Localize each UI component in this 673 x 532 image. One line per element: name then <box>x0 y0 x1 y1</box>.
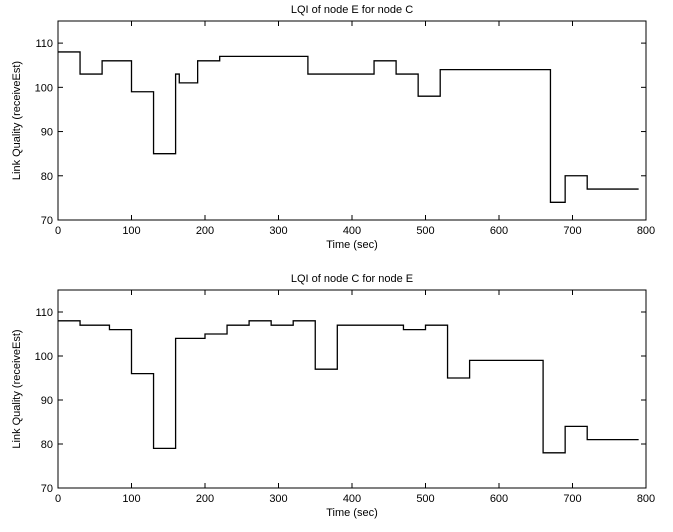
y-tick-label: 90 <box>41 127 53 139</box>
x-tick-label: 700 <box>563 493 581 505</box>
y-tick-label: 70 <box>41 483 53 495</box>
series-line <box>58 320 639 454</box>
y-tick-label: 110 <box>35 38 53 50</box>
y-tick-label: 70 <box>41 215 53 227</box>
y-axis-label: Link Quality (receiveEst) <box>11 329 23 448</box>
chart-panel-top: 0 100 200 300 400 500 600 700 800 70 80 90 100 110 LQI… <box>11 4 655 251</box>
x-tick-label: 100 <box>122 493 140 505</box>
x-tick-label: 400 <box>343 493 361 505</box>
x-axis-label: Time (sec) <box>326 239 378 251</box>
chart-title: LQI of node E for node C <box>291 4 413 16</box>
x-tick-label: 800 <box>637 225 655 237</box>
series-line <box>58 51 639 203</box>
chart-panel-bottom: 0 100 200 300 400 500 600 700 800 70 80 90 100 110 LQI… <box>11 273 655 519</box>
x-tick-label: 0 <box>55 493 61 505</box>
y-tick-label: 80 <box>41 171 53 183</box>
x-tick-label: 600 <box>490 225 508 237</box>
x-tick-label: 0 <box>55 225 61 237</box>
plot-area-frame <box>57 20 647 221</box>
x-tick-label: 500 <box>416 225 434 237</box>
x-axis-label: Time (sec) <box>326 507 378 519</box>
x-tick-label: 200 <box>196 225 214 237</box>
y-tick-label: 80 <box>41 439 53 451</box>
y-tick-label: 90 <box>41 395 53 407</box>
x-tick-label: 200 <box>196 493 214 505</box>
chart-title: LQI of node C for node E <box>291 273 413 285</box>
plot-area-frame <box>57 289 647 489</box>
x-tick-label: 500 <box>416 493 434 505</box>
y-tick-label: 110 <box>35 307 53 319</box>
y-axis-label: Link Quality (receiveEst) <box>11 61 23 180</box>
x-tick-label: 300 <box>269 493 287 505</box>
y-tick-label: 100 <box>35 82 53 94</box>
x-tick-label: 800 <box>637 493 655 505</box>
x-tick-label: 400 <box>343 225 361 237</box>
y-tick-label: 100 <box>35 351 53 363</box>
x-tick-label: 100 <box>122 225 140 237</box>
x-tick-label: 700 <box>563 225 581 237</box>
x-tick-label: 300 <box>269 225 287 237</box>
x-tick-label: 600 <box>490 493 508 505</box>
